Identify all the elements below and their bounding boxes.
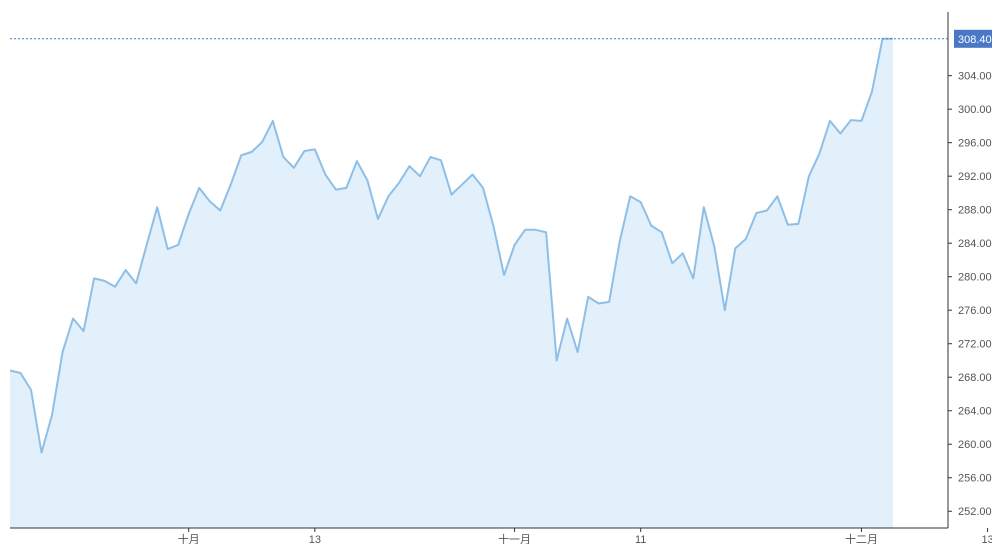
y-tick-label: 300.00 bbox=[958, 104, 992, 116]
y-tick-label: 260.00 bbox=[958, 439, 992, 451]
x-tick-label: 13 bbox=[981, 534, 992, 544]
x-tick-label: 十一月 bbox=[498, 532, 531, 544]
y-tick-label: 256.00 bbox=[958, 473, 992, 485]
y-tick-label: 264.00 bbox=[958, 406, 992, 418]
axes-layer bbox=[10, 12, 949, 529]
y-tick-label: 280.00 bbox=[958, 272, 992, 284]
y-tick-label: 304.00 bbox=[958, 71, 992, 83]
x-tick-label: 13 bbox=[309, 534, 321, 544]
y-tick-label: 292.00 bbox=[958, 171, 992, 183]
price-line bbox=[9, 37, 893, 454]
x-tick-label: 十月 bbox=[178, 532, 200, 544]
y-axis-ticks: 252.00 256.00 260.00 264.00 268.00 272.00 276.… bbox=[948, 71, 992, 518]
y-tick-label: 252.00 bbox=[958, 506, 992, 518]
y-tick-label: 268.00 bbox=[958, 372, 992, 384]
x-tick-label: 11 bbox=[635, 534, 646, 544]
y-tick-label: 276.00 bbox=[958, 305, 992, 317]
y-tick-label: 272.00 bbox=[958, 339, 992, 351]
y-tick-label: 288.00 bbox=[958, 205, 992, 217]
y-tick-label: 296.00 bbox=[958, 138, 992, 150]
price-line-layer bbox=[9, 37, 893, 454]
area-fill-layer bbox=[10, 38, 893, 529]
y-tick-label: 284.00 bbox=[958, 238, 992, 250]
last-price-label-bg bbox=[954, 29, 992, 48]
price-area-fill bbox=[10, 38, 893, 529]
x-tick-label: 十二月 bbox=[845, 532, 878, 544]
last-price-label: 308.40 bbox=[958, 34, 992, 46]
last-price-marker-layer: 308.40 bbox=[10, 29, 992, 48]
x-axis-ticks: 十月13十一月11十二月13202213 bbox=[178, 528, 992, 544]
